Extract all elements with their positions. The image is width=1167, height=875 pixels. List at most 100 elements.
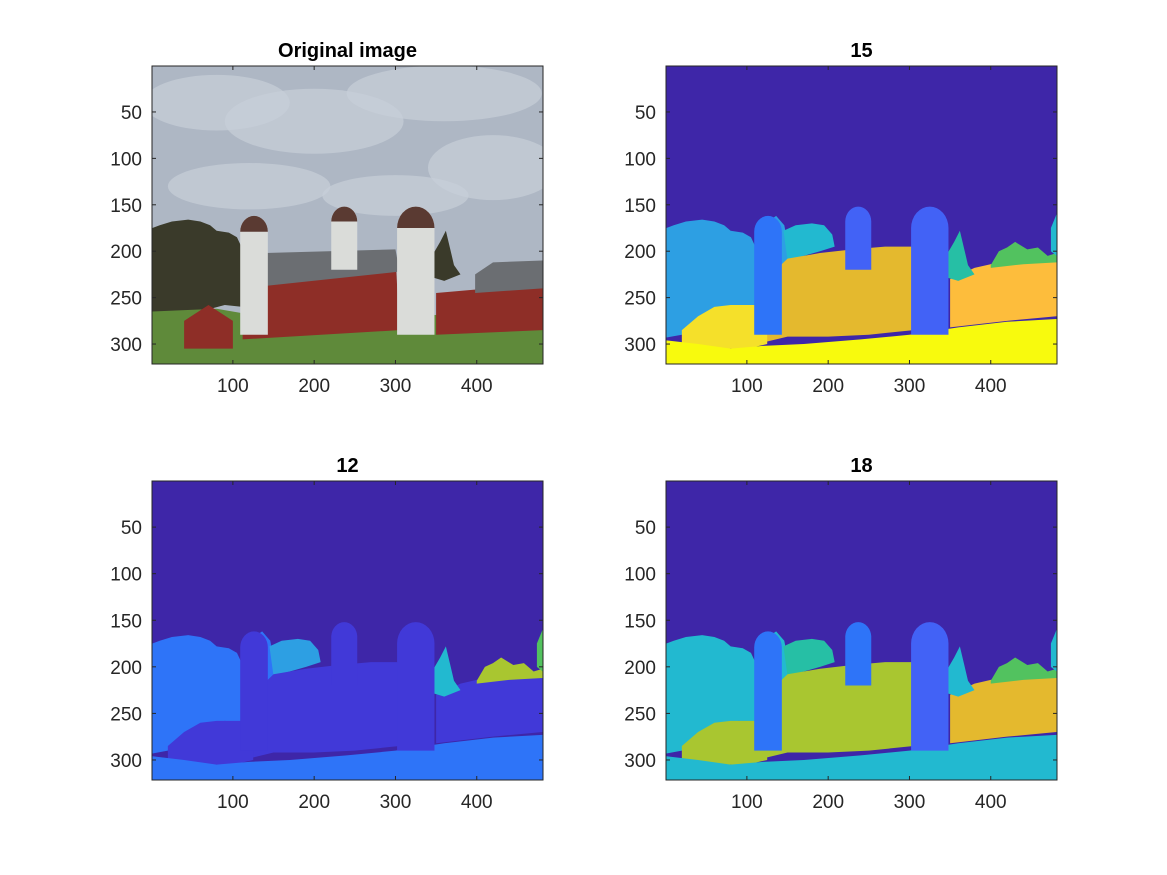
photo-cloud	[167, 163, 331, 210]
y-tick-label: 100	[624, 565, 656, 586]
y-tick-label: 150	[110, 611, 142, 632]
y-tick-label: 150	[110, 196, 142, 217]
photo-trees	[432, 230, 461, 281]
segment-region	[331, 622, 358, 686]
x-tick-label: 100	[217, 376, 249, 397]
segment-region	[1050, 214, 1057, 256]
photo-cloud	[322, 175, 469, 216]
x-tick-label: 300	[894, 376, 926, 397]
photo-silo-dome	[397, 206, 435, 228]
segment-region	[1050, 629, 1057, 672]
segment-region	[666, 219, 757, 338]
segment-region	[269, 638, 321, 677]
subplot-4: 100 200 300 400 50 100 150 200 250 300 18	[624, 455, 1058, 813]
photo-silo-dome	[331, 206, 358, 222]
subplot-title: Original image	[278, 40, 417, 62]
segment-region	[911, 622, 949, 751]
axes-box	[151, 65, 544, 365]
segment-region	[950, 258, 1057, 328]
y-tick-label: 250	[624, 704, 656, 725]
segment-region	[946, 646, 975, 697]
x-tick-label: 400	[461, 792, 493, 813]
y-tick-label: 100	[110, 149, 142, 170]
x-tick-label: 100	[731, 792, 763, 813]
segment-region	[783, 223, 835, 261]
y-tick-label: 100	[624, 149, 656, 170]
x-tick-label: 300	[894, 792, 926, 813]
x-tick-label: 200	[298, 792, 330, 813]
x-tick-label: 300	[380, 376, 412, 397]
segment-region	[990, 657, 1057, 684]
segment-region	[754, 631, 782, 751]
segment-region	[666, 318, 1057, 364]
segment-region	[666, 635, 757, 754]
y-tick-label: 150	[624, 611, 656, 632]
y-tick-label: 300	[624, 751, 656, 772]
y-tick-label: 200	[624, 658, 656, 679]
y-tick-label: 300	[624, 335, 656, 356]
segment-region	[845, 206, 872, 270]
y-tick-label: 300	[110, 335, 142, 356]
segment-region	[476, 657, 543, 684]
x-tick-label: 200	[812, 376, 844, 397]
x-tick-label: 300	[380, 792, 412, 813]
subplot-title: 15	[850, 40, 872, 62]
segmentation-map	[666, 66, 1057, 364]
x-tick-label: 400	[975, 376, 1007, 397]
segmentation-map	[666, 481, 1057, 780]
y-tick-label: 200	[624, 242, 656, 263]
y-tick-label: 100	[110, 565, 142, 586]
segment-region	[681, 305, 768, 349]
y-tick-label: 250	[110, 289, 142, 310]
x-tick-label: 400	[461, 376, 493, 397]
segment-region	[167, 720, 254, 765]
segment-region	[756, 662, 914, 760]
y-tick-label: 200	[110, 242, 142, 263]
photo-barn-roof	[242, 249, 400, 289]
x-tick-label: 200	[812, 792, 844, 813]
segment-region	[666, 734, 1057, 780]
axes-box	[151, 480, 544, 781]
segment-region	[783, 638, 835, 677]
segment-region	[152, 734, 543, 780]
subplot-2: 100 200 300 400 50 100 150 200 250 300 15	[624, 40, 1058, 397]
y-tick-label: 300	[110, 751, 142, 772]
segment-region	[754, 215, 782, 335]
subplot-grid: 100 200 300 400 50 100 150 200 250 300 Original im…	[110, 40, 1058, 813]
x-tick-label: 400	[975, 792, 1007, 813]
segment-region	[911, 206, 949, 335]
subplot-1: 100 200 300 400 50 100 150 200 250 300 Original im…	[110, 40, 544, 397]
y-tick-label: 150	[624, 196, 656, 217]
segment-region	[436, 674, 543, 744]
axes-box	[665, 480, 1058, 781]
segment-region	[152, 635, 243, 754]
segment-region	[681, 720, 768, 765]
y-tick-label: 200	[110, 658, 142, 679]
segment-region	[950, 674, 1057, 744]
segment-region	[990, 241, 1057, 268]
y-tick-label: 50	[121, 518, 142, 539]
photo-house	[184, 305, 233, 349]
segment-region	[432, 646, 461, 697]
segment-region	[845, 622, 872, 686]
image-display	[152, 66, 543, 364]
axes-box	[665, 65, 1058, 365]
x-tick-label: 100	[217, 792, 249, 813]
y-tick-label: 50	[635, 103, 656, 124]
y-tick-label: 50	[635, 518, 656, 539]
photo-barn-right-roof	[475, 260, 543, 293]
segment-region	[240, 631, 268, 751]
photo-silo-dome	[240, 215, 268, 232]
x-tick-label: 100	[731, 376, 763, 397]
segmentation-map	[152, 481, 543, 780]
photo-silo	[331, 206, 358, 270]
subplot-title: 18	[850, 455, 872, 477]
y-tick-label: 250	[110, 704, 142, 725]
photo-barn-right	[436, 283, 543, 335]
segment-region	[397, 622, 435, 751]
subplot-title: 12	[336, 455, 358, 477]
photo-cloud	[427, 135, 543, 201]
segment-region	[242, 662, 400, 760]
photo-silo	[240, 215, 268, 335]
